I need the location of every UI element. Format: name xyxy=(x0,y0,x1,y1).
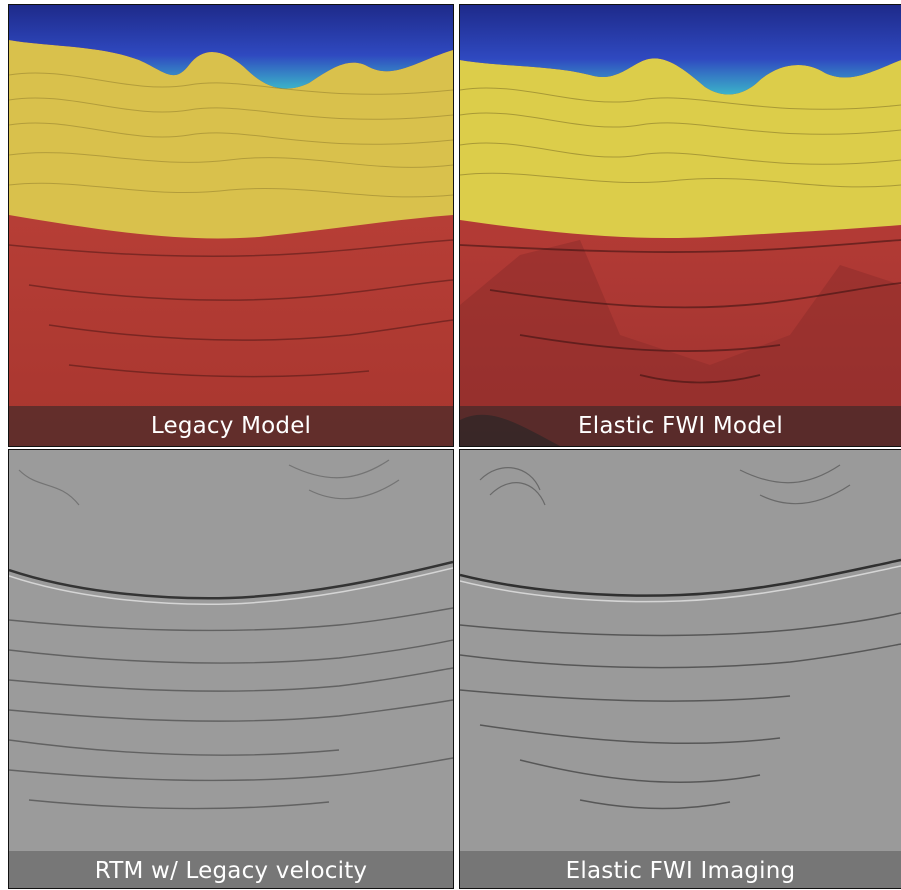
rtm-legacy-velocity-caption: RTM w/ Legacy velocity xyxy=(94,858,368,884)
legacy-model-caption: Legacy Model xyxy=(150,413,312,439)
elastic-fwi-model-panel: Elastic FWI Model xyxy=(459,4,901,447)
rtm-legacy-velocity-panel: RTM w/ Legacy velocity xyxy=(8,449,454,889)
legacy-model-image xyxy=(9,5,453,446)
elastic-fwi-model-caption-bar: Elastic FWI Model xyxy=(460,406,901,446)
rtm-legacy-velocity-image xyxy=(9,450,453,888)
rtm-legacy-velocity-caption-bar: RTM w/ Legacy velocity xyxy=(9,851,453,888)
elastic-fwi-model-image xyxy=(460,5,901,446)
legacy-model-panel: Legacy Model xyxy=(8,4,454,447)
elastic-fwi-imaging-image xyxy=(460,450,901,888)
legacy-model-caption-bar: Legacy Model xyxy=(9,406,453,446)
elastic-fwi-imaging-caption-bar: Elastic FWI Imaging xyxy=(460,851,901,888)
elastic-fwi-imaging-caption: Elastic FWI Imaging xyxy=(565,858,796,884)
elastic-fwi-model-caption: Elastic FWI Model xyxy=(578,413,783,439)
elastic-fwi-imaging-panel: Elastic FWI Imaging xyxy=(459,449,901,889)
